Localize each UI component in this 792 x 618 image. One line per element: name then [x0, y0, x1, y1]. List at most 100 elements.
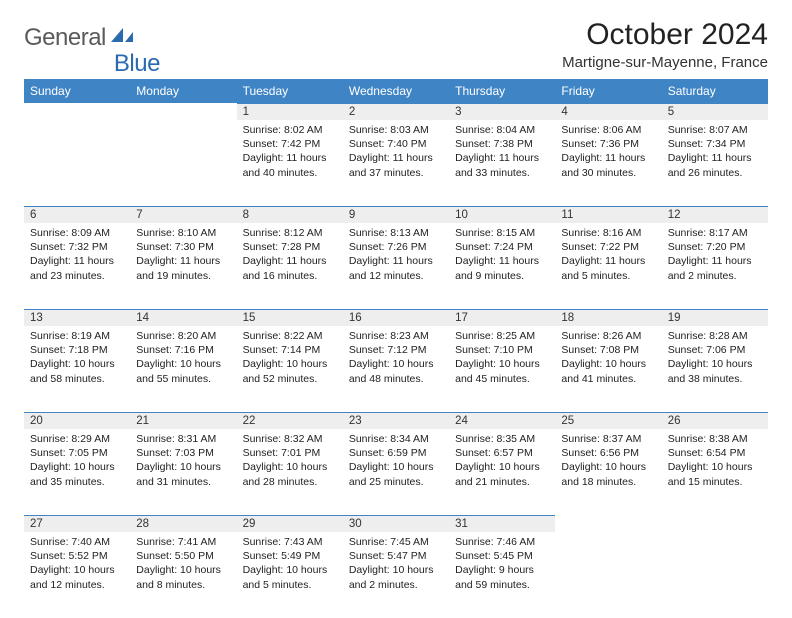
day-content: Sunrise: 8:35 AM Sunset: 6:57 PM Daylight:…	[449, 429, 555, 495]
day-content-cell: Sunrise: 8:19 AMSunset: 7:18 PMDaylight:…	[24, 326, 130, 412]
day-number-cell: 25	[555, 412, 661, 429]
day-content: Sunrise: 8:23 AMSunset: 7:12 PMDaylight:…	[343, 326, 449, 392]
day-content: Sunrise: 8:37 AMSunset: 6:56 PMDaylight:…	[555, 429, 661, 495]
day-content: Sunrise: 7:43 AMSunset: 5:49 PMDaylight:…	[237, 532, 343, 598]
day-number: 31	[449, 515, 555, 532]
day-number: 14	[130, 309, 236, 326]
dh-wed: Wednesday	[343, 79, 449, 103]
day-number-cell	[555, 515, 661, 532]
sunset-line: Sunset: 7:03 PM	[136, 447, 214, 459]
sunrise-line: Sunrise: 8:34 AM	[349, 433, 429, 445]
dh-tue: Tuesday	[237, 79, 343, 103]
day-content-cell	[130, 120, 236, 206]
day-number-cell: 13	[24, 309, 130, 326]
sunrise-line: Sunrise: 7:45 AM	[349, 536, 429, 548]
daylight-line: Daylight: 10 hours and 31 minutes.	[136, 461, 221, 487]
sunset-line: Sunset: 6:54 PM	[668, 447, 746, 459]
sunset-line: Sunset: 7:36 PM	[561, 138, 639, 150]
sunrise-line: Sunrise: 8:28 AM	[668, 330, 748, 342]
sunset-line: Sunset: 7:05 PM	[30, 447, 108, 459]
day-content: Sunrise: 8:34 AMSunset: 6:59 PMDaylight:…	[343, 429, 449, 495]
day-number: 8	[237, 206, 343, 223]
sunrise-line: Sunrise: 8:35 AM	[455, 433, 535, 445]
day-content: Sunrise: 8:02 AMSunset: 7:42 PMDaylight:…	[237, 120, 343, 186]
daylight-line: Daylight: 10 hours and 21 minutes.	[455, 461, 540, 487]
week-number-row: 20212223242526	[24, 412, 768, 429]
sunrise-line: Sunrise: 8:09 AM	[30, 227, 110, 239]
day-content-cell: Sunrise: 8:10 AMSunset: 7:30 PMDaylight:…	[130, 223, 236, 309]
daylight-line: Daylight: 11 hours and 12 minutes.	[349, 255, 433, 281]
day-content: Sunrise: 8:22 AMSunset: 7:14 PMDaylight:…	[237, 326, 343, 392]
daylight-line: Daylight: 11 hours and 30 minutes.	[561, 152, 645, 178]
day-number-cell: 6	[24, 206, 130, 223]
day-number: 2	[343, 103, 449, 120]
day-content-cell	[662, 532, 768, 618]
day-content-cell: Sunrise: 8:22 AMSunset: 7:14 PMDaylight:…	[237, 326, 343, 412]
day-number-cell: 27	[24, 515, 130, 532]
dh-sun: Sunday	[24, 79, 130, 103]
day-number: 10	[449, 206, 555, 223]
sunset-line: Sunset: 7:26 PM	[349, 241, 427, 253]
daylight-line: Daylight: 11 hours and 23 minutes.	[30, 255, 114, 281]
calendar-body: 12345Sunrise: 8:02 AMSunset: 7:42 PMDayl…	[24, 103, 768, 618]
day-number-cell: 30	[343, 515, 449, 532]
sunrise-line: Sunrise: 8:12 AM	[243, 227, 323, 239]
day-content-cell: Sunrise: 8:02 AMSunset: 7:42 PMDaylight:…	[237, 120, 343, 206]
day-content: Sunrise: 8:16 AMSunset: 7:22 PMDaylight:…	[555, 223, 661, 289]
day-content: Sunrise: 7:46 AMSunset: 5:45 PMDaylight:…	[449, 532, 555, 598]
day-number-cell	[24, 103, 130, 120]
sunset-line: Sunset: 7:28 PM	[243, 241, 321, 253]
day-content-cell: Sunrise: 8:20 AMSunset: 7:16 PMDaylight:…	[130, 326, 236, 412]
day-content: Sunrise: 8:32 AMSunset: 7:01 PMDaylight:…	[237, 429, 343, 495]
week-number-row: 12345	[24, 103, 768, 120]
day-content-cell: Sunrise: 8:09 AMSunset: 7:32 PMDaylight:…	[24, 223, 130, 309]
sunset-line: Sunset: 6:59 PM	[349, 447, 427, 459]
day-content: Sunrise: 8:06 AMSunset: 7:36 PMDaylight:…	[555, 120, 661, 186]
daylight-line: Daylight: 10 hours and 2 minutes.	[349, 564, 434, 590]
logo-text-blue: Blue	[114, 50, 160, 78]
day-content-cell: Sunrise: 8:13 AM Sunset: 7:26 PM Daylight:…	[343, 223, 449, 309]
day-content-cell: Sunrise: 7:41 AMSunset: 5:50 PMDaylight:…	[130, 532, 236, 618]
sunset-line: Sunset: 7:08 PM	[561, 344, 639, 356]
sunset-line: Sunset: 6:56 PM	[561, 447, 639, 459]
day-content: Sunrise: 7:45 AM Sunset: 5:47 PM Daylight:…	[343, 532, 449, 598]
daylight-line: Daylight: 11 hours and 40 minutes.	[243, 152, 327, 178]
daylight-line: Daylight: 11 hours and 26 minutes.	[668, 152, 752, 178]
day-number-cell	[662, 515, 768, 532]
sunrise-line: Sunrise: 7:40 AM	[30, 536, 110, 548]
day-number-cell: 2	[343, 103, 449, 120]
day-number-cell: 21	[130, 412, 236, 429]
day-number: 3	[449, 103, 555, 120]
sunrise-line: Sunrise: 8:15 AM	[455, 227, 535, 239]
day-content: Sunrise: 8:17 AMSunset: 7:20 PMDaylight:…	[662, 223, 768, 289]
sunset-line: Sunset: 7:40 PM	[349, 138, 427, 150]
day-number: 23	[343, 412, 449, 429]
sunrise-line: Sunrise: 7:41 AM	[136, 536, 216, 548]
week-content-row: Sunrise: 8:02 AMSunset: 7:42 PMDaylight:…	[24, 120, 768, 206]
day-number-cell: 19	[662, 309, 768, 326]
day-content-cell: Sunrise: 8:29 AMSunset: 7:05 PMDaylight:…	[24, 429, 130, 515]
day-number-cell: 31	[449, 515, 555, 532]
day-number-cell: 4	[555, 103, 661, 120]
week-content-row: Sunrise: 8:19 AMSunset: 7:18 PMDaylight:…	[24, 326, 768, 412]
day-number-cell: 17	[449, 309, 555, 326]
day-content: Sunrise: 7:41 AMSunset: 5:50 PMDaylight:…	[130, 532, 236, 598]
day-number: 24	[449, 412, 555, 429]
day-number: 4	[555, 103, 661, 120]
sunrise-line: Sunrise: 8:13 AM	[349, 227, 429, 239]
day-content-cell: Sunrise: 8:25 AMSunset: 7:10 PMDaylight:…	[449, 326, 555, 412]
day-number: 9	[343, 206, 449, 223]
sunset-line: Sunset: 6:57 PM	[455, 447, 533, 459]
day-number: 29	[237, 515, 343, 532]
sunrise-line: Sunrise: 8:03 AM	[349, 124, 429, 136]
daylight-line: Daylight: 10 hours and 45 minutes.	[455, 358, 540, 384]
day-content: Sunrise: 8:26 AMSunset: 7:08 PMDaylight:…	[555, 326, 661, 392]
day-number: 19	[662, 309, 768, 326]
day-number: 11	[555, 206, 661, 223]
day-number: 7	[130, 206, 236, 223]
day-content: Sunrise: 8:29 AMSunset: 7:05 PMDaylight:…	[24, 429, 130, 495]
day-number-cell: 23	[343, 412, 449, 429]
daylight-line: Daylight: 10 hours and 5 minutes.	[243, 564, 328, 590]
sunrise-line: Sunrise: 8:17 AM	[668, 227, 748, 239]
sunset-line: Sunset: 5:47 PM	[349, 550, 427, 562]
